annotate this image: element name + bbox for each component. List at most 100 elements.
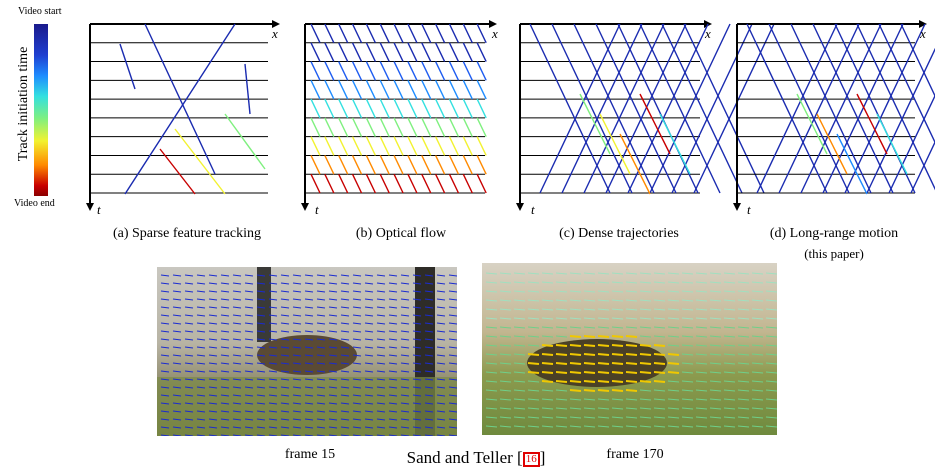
motion-vector (765, 389, 777, 392)
motion-vector (328, 426, 338, 429)
motion-vector (436, 426, 446, 429)
motion-vector (304, 386, 314, 389)
motion-vector (527, 335, 540, 338)
motion-vector (765, 335, 777, 338)
motion-vector (184, 322, 194, 325)
motion-vector (208, 394, 218, 397)
motion-vector (751, 362, 764, 365)
motion-vector (388, 354, 398, 357)
motion-vector (681, 299, 694, 302)
motion-vector (292, 338, 302, 341)
motion-vector (184, 338, 194, 341)
panel-b-trajectory (421, 98, 432, 119)
motion-vector (316, 386, 326, 389)
motion-vector (244, 410, 254, 413)
motion-vector (400, 306, 410, 309)
motion-vector (268, 386, 278, 389)
motion-vector (653, 389, 666, 392)
motion-vector (723, 281, 736, 284)
motion-vector (292, 418, 302, 421)
motion-vector (376, 410, 386, 413)
panel-b-trajectory (448, 80, 460, 100)
motion-vector (737, 380, 750, 383)
motion-vector (723, 407, 736, 410)
panel-c-trajectory (539, 23, 621, 194)
motion-vector (555, 362, 568, 365)
motion-vector (268, 306, 278, 309)
motion-vector (160, 394, 170, 397)
motion-vector (709, 299, 722, 302)
motion-vector (625, 335, 638, 338)
panel-c-trajectory (573, 23, 655, 194)
motion-vector (569, 344, 582, 347)
motion-vector (751, 371, 764, 374)
motion-vector (280, 426, 290, 429)
motion-vector (340, 314, 350, 317)
citation-label: Sand and Teller [16] (356, 448, 596, 468)
panel-c-t-arrow (516, 203, 524, 211)
panel-d-trajectory (822, 23, 904, 194)
motion-vector (625, 416, 638, 419)
motion-vector (340, 330, 350, 333)
motion-vector (220, 378, 230, 381)
motion-vector (527, 398, 540, 401)
motion-vector (681, 344, 694, 347)
motion-vector (244, 306, 254, 309)
motion-vector (388, 434, 398, 436)
motion-vector (569, 290, 582, 293)
motion-vector (172, 370, 182, 373)
citation-ref-link[interactable]: 16 (522, 451, 540, 467)
motion-vector (751, 425, 764, 428)
motion-vector (485, 389, 498, 392)
motion-vector (268, 354, 278, 357)
motion-vector (667, 272, 680, 275)
motion-vector (681, 380, 694, 383)
motion-vector (268, 370, 278, 373)
motion-vector (499, 398, 512, 401)
motion-vector (653, 290, 666, 293)
motion-vector (172, 418, 182, 421)
motion-vector (653, 299, 666, 302)
motion-vector (364, 322, 374, 325)
color-legend (34, 24, 48, 196)
motion-vector (709, 308, 722, 311)
motion-vector (436, 314, 446, 317)
panel-a-trajectory (144, 23, 216, 175)
panel-b-trajectory (338, 98, 349, 119)
motion-vector (160, 426, 170, 429)
motion-vector (611, 425, 624, 428)
motion-vector (412, 386, 422, 389)
panel-b-trajectory (379, 173, 390, 194)
motion-vector (695, 335, 708, 338)
motion-vector (436, 370, 446, 373)
panel-b-trajectory (324, 136, 335, 156)
motion-vector (513, 281, 526, 284)
motion-vector (400, 290, 410, 293)
motion-vector (160, 274, 170, 277)
panel-b-trajectory (434, 61, 446, 81)
motion-vector (304, 370, 314, 373)
panel-b-trajectory (448, 136, 460, 156)
motion-vector (436, 434, 446, 436)
panel-b-trajectory (462, 136, 473, 156)
motion-vector (196, 282, 206, 285)
motion-vector (328, 314, 338, 317)
motion-vector (653, 416, 666, 419)
motion-vector (340, 338, 350, 341)
frame-15-label: frame 15 (284, 447, 336, 462)
motion-vector (765, 290, 777, 293)
motion-vector (292, 426, 302, 429)
motion-vector (569, 416, 582, 419)
motion-vector (597, 326, 610, 329)
motion-vector (304, 306, 314, 309)
panel-b-trajectory (365, 42, 377, 62)
motion-vector (388, 306, 398, 309)
panel-b-trajectory (434, 117, 446, 137)
motion-vector (709, 371, 722, 374)
panel-b-trajectory (448, 42, 460, 62)
motion-vector (196, 290, 206, 293)
motion-vector (583, 389, 596, 392)
panel-b-trajectory (324, 117, 335, 137)
motion-vector (256, 274, 266, 277)
panel-b-trajectory (324, 98, 335, 119)
